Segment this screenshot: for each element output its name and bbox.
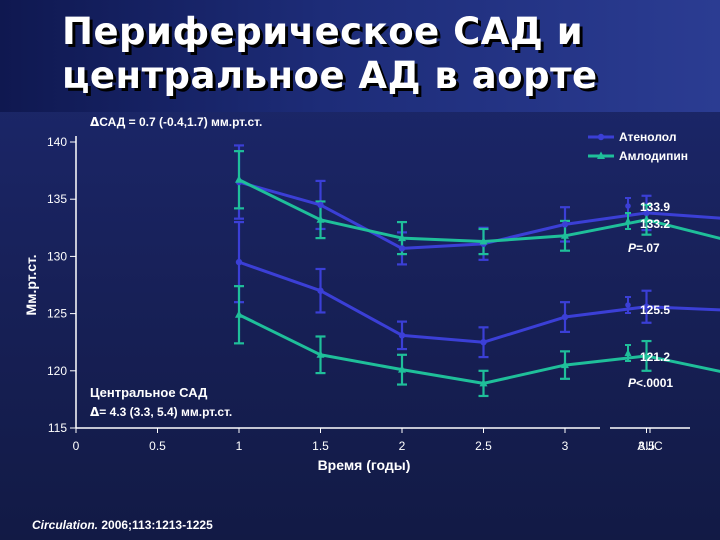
x-tick-label: 3 — [562, 439, 569, 453]
data-point-amlodipine — [642, 351, 651, 359]
data-point-amlodipine — [316, 215, 325, 223]
data-point-atenolol — [317, 287, 324, 294]
data-point-atenolol — [235, 258, 243, 266]
chart-axes: 11512012513013514000.511.522.533.544.555… — [23, 135, 690, 473]
data-point-atenolol — [643, 209, 650, 217]
citation: Circulation. 2006;113:1213-1225 — [32, 518, 213, 532]
y-tick-label: 125 — [47, 307, 67, 321]
title-band — [0, 0, 720, 112]
citation-journal: Circulation. — [32, 518, 99, 532]
auc-peripheral-amlodipine-label: 133.2 — [640, 217, 670, 231]
data-point-amlodipine — [642, 215, 651, 223]
data-point-amlodipine — [398, 233, 406, 242]
legend-marker-amlodipine — [597, 151, 605, 159]
auc-central-amlodipine-label: 121.2 — [640, 350, 670, 364]
data-point-atenolol — [561, 313, 569, 321]
legend-marker-atenolol — [597, 133, 605, 141]
title-line-2: центральное АД в аорте — [62, 54, 598, 97]
x-tick-label: 0 — [73, 439, 80, 453]
annotation-delta-sad: ΔСАД = 0.7 (-0.4,1.7) мм.рт.ст. — [90, 115, 262, 129]
data-point-amlodipine — [561, 231, 569, 239]
error-bars — [234, 144, 652, 398]
data-point-atenolol — [398, 245, 406, 252]
y-tick-label: 135 — [47, 192, 67, 206]
data-point-amlodipine — [235, 310, 243, 318]
x-tick-label: 0.5 — [149, 439, 166, 453]
x-tick-label: AUC — [637, 439, 663, 453]
data-point-amlodipine — [316, 350, 325, 358]
data-point-atenolol — [561, 221, 569, 228]
series-points — [235, 175, 651, 387]
data-point-atenolol — [317, 201, 324, 209]
data-point-amlodipine — [561, 360, 569, 369]
data-point-amlodipine — [398, 365, 406, 373]
data-point-atenolol — [480, 339, 487, 346]
data-point-atenolol — [398, 332, 406, 339]
y-tick-label: 140 — [47, 135, 67, 149]
auc-peripheral-amlodipine-marker — [624, 217, 632, 224]
x-tick-label: 1 — [236, 439, 243, 453]
legend-label-amlodipine: Амлодипин — [619, 149, 688, 163]
auc-central-p-value: P<.0001 — [628, 376, 673, 390]
chart-labels: Атенолол Амлодипин 133.9 133.2 P=.07 125.5 121… — [90, 115, 688, 419]
y-tick-label: 130 — [47, 249, 67, 263]
annotation-central-delta: Δ= 4.3 (3.3, 5.4) мм.рт.ст. — [90, 405, 232, 419]
x-tick-label: 3.5 — [638, 439, 655, 453]
data-point-atenolol — [643, 303, 650, 310]
slide-title: Периферическое САД и центральное АД в ао… — [62, 10, 702, 98]
auc-peripheral-atenolol-label: 133.9 — [640, 200, 670, 214]
data-point-amlodipine — [479, 378, 488, 387]
auc-central-amlodipine-marker — [624, 349, 632, 356]
y-axis-title: Мм.рт.ст. — [23, 254, 39, 315]
data-point-amlodipine — [479, 237, 488, 245]
x-tick-label: 2 — [399, 439, 406, 453]
auc-central-atenolol-label: 125.5 — [640, 303, 670, 317]
auc-peripheral-p-value: P=.07 — [628, 241, 660, 255]
auc-central-atenolol-marker — [625, 302, 631, 308]
y-tick-label: 120 — [47, 364, 67, 378]
title-line-1: Периферическое САД и — [62, 10, 584, 53]
legend-label-atenolol: Атенолол — [619, 130, 676, 144]
x-tick-label: 1.5 — [312, 439, 329, 453]
data-point-amlodipine — [235, 175, 243, 183]
annotation-central-title: Центральное САД — [90, 385, 208, 400]
auc-peripheral-atenolol-marker — [625, 203, 631, 209]
y-tick-label: 115 — [48, 421, 67, 435]
x-tick-label: 2.5 — [475, 439, 492, 453]
citation-reference: 2006;113:1213-1225 — [98, 518, 213, 532]
x-axis-title: Время (годы) — [318, 457, 411, 473]
